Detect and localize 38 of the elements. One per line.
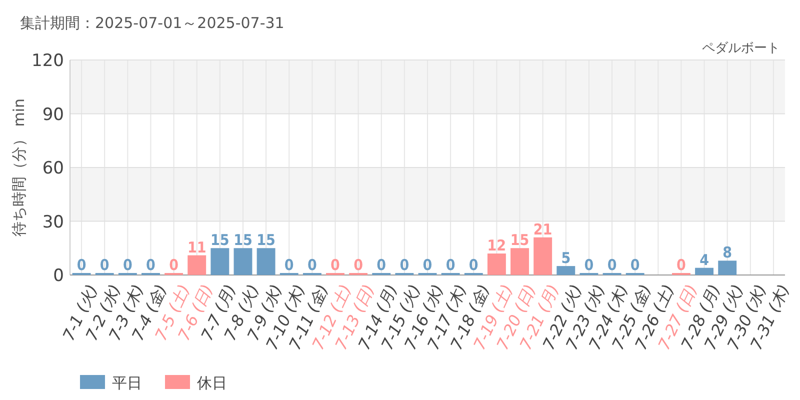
data-label: 15 bbox=[234, 231, 252, 250]
y-tick-label: 60 bbox=[42, 158, 64, 178]
y-axis-title: 待ち時間（分） min bbox=[10, 98, 28, 237]
y-tick-label: 120 bbox=[32, 51, 64, 71]
legend-label: 平日 bbox=[112, 374, 142, 392]
data-label: 0 bbox=[422, 256, 432, 274]
data-label: 0 bbox=[284, 256, 294, 274]
data-label: 0 bbox=[307, 256, 317, 274]
chart-subtitle: ペダルボート bbox=[702, 41, 780, 56]
data-label: 4 bbox=[700, 250, 709, 269]
legend-label: 休日 bbox=[197, 374, 227, 392]
data-label: 21 bbox=[533, 220, 552, 238]
chart-title: 集計期間：2025-07-01～2025-07-31 bbox=[20, 14, 284, 32]
data-label: 11 bbox=[187, 238, 206, 256]
data-label: 0 bbox=[676, 256, 686, 274]
data-label: 8 bbox=[722, 244, 732, 262]
y-tick-label: 0 bbox=[53, 266, 64, 286]
data-label: 0 bbox=[354, 256, 363, 274]
data-label: 0 bbox=[330, 256, 340, 274]
data-label: 15 bbox=[210, 231, 230, 250]
data-label: 0 bbox=[468, 256, 478, 274]
data-label: 15 bbox=[510, 231, 530, 250]
data-label: 0 bbox=[169, 256, 178, 274]
data-label: 0 bbox=[446, 256, 456, 274]
data-label: 0 bbox=[607, 256, 617, 274]
data-label: 0 bbox=[400, 256, 410, 274]
data-label: 15 bbox=[256, 231, 276, 250]
data-label: 5 bbox=[561, 249, 571, 268]
data-label: 0 bbox=[376, 256, 386, 274]
data-label: 12 bbox=[487, 236, 506, 254]
data-label: 0 bbox=[122, 256, 132, 274]
data-label: 0 bbox=[146, 256, 156, 274]
data-label: 0 bbox=[76, 256, 86, 274]
data-label: 0 bbox=[630, 256, 640, 274]
data-label: 0 bbox=[100, 256, 110, 274]
y-tick-label: 90 bbox=[42, 104, 64, 125]
y-tick-label: 30 bbox=[42, 212, 64, 232]
data-label: 0 bbox=[584, 256, 594, 274]
